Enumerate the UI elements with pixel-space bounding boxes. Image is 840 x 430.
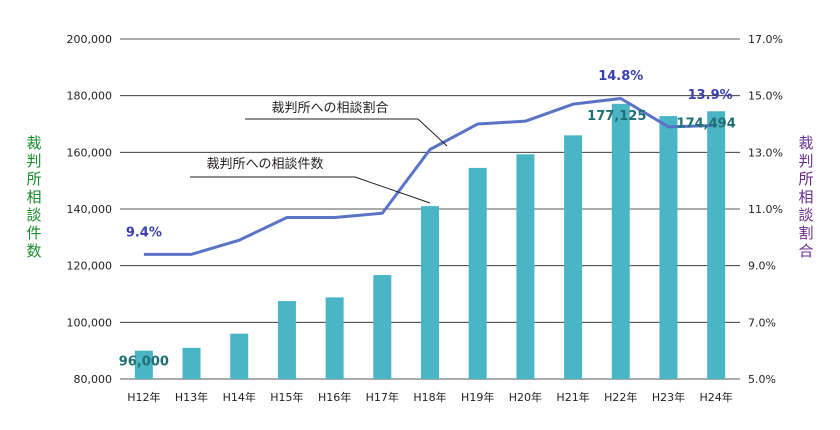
line-data-label: 13.9% [688,88,733,103]
x-tick-label: H13年 [175,390,208,404]
bar [373,275,392,379]
bar [564,135,583,379]
x-tick-label: H21年 [556,390,589,404]
y-left-axis-title: 所 [26,170,41,188]
x-tick-label: H24年 [700,390,733,404]
y-left-axis-title: 数 [26,242,41,260]
annotation-leader [190,176,431,204]
y-left-tick-label: 200,000 [67,33,113,46]
bar [468,167,487,379]
y-right-axis-title: 割 [798,224,813,242]
bar-data-label: 174,494 [677,116,736,131]
y-right-tick-label: 7.0% [748,316,776,329]
y-left-axis-title: 談 [26,206,41,224]
bar [182,347,201,379]
y-left-axis-title: 裁 [26,134,41,152]
y-left-tick-label: 100,000 [67,316,113,329]
y-right-tick-label: 5.0% [748,373,776,386]
x-tick-label: H17年 [366,390,399,404]
bar [277,301,296,379]
y-right-axis-title: 裁 [798,134,813,152]
bar [611,103,630,379]
y-left-tick-label: 180,000 [67,90,113,103]
annotation-line-series: 裁判所への相談割合 [271,100,388,116]
y-right-tick-label: 17.0% [748,33,783,46]
y-left-tick-label: 80,000 [74,373,113,386]
y-right-axis-title: 所 [798,170,813,188]
y-right-tick-label: 13.0% [748,146,783,159]
y-left-axis-title: 件 [26,224,41,242]
x-tick-label: H23年 [652,390,685,404]
y-left-axis-title: 相 [26,188,41,206]
y-right-tick-label: 15.0% [748,90,783,103]
bar [230,333,249,379]
bar-data-label: 96,000 [119,355,169,370]
y-right-tick-label: 11.0% [748,203,783,216]
bar [659,116,678,380]
y-left-tick-label: 120,000 [67,260,113,273]
x-tick-label: H14年 [223,390,256,404]
data-labels: 96,000 177,125 174,494 9.4% 14.8% 13.9% [119,69,736,370]
x-tick-label: H12年 [127,390,160,404]
bar-series [134,103,726,380]
y-left-tick-label: 140,000 [67,203,113,216]
y-right-axis-title: 判 [798,152,813,170]
bar [325,297,344,379]
line-series-path [143,97,717,256]
bar [707,111,726,379]
bar [134,350,153,379]
y-right-axis-title: 相 [798,188,813,206]
y-right-axis-title: 談 [798,206,813,224]
annotation-leader [245,118,448,147]
x-tick-label: H22年 [604,390,637,404]
tick-labels: 80,000 100,000 120,000 140,000 160,000 180,00… [67,33,783,404]
y-left-tick-label: 160,000 [67,146,113,159]
line-series [143,97,717,256]
y-right-axis-title: 合 [798,242,813,260]
x-tick-label: H16年 [318,390,351,404]
annotation-bar-series: 裁判所への相談件数 [206,156,323,172]
x-tick-label: H19年 [461,390,494,404]
x-tick-label: H18年 [413,390,446,404]
bar [421,206,439,379]
bar-data-label: 177,125 [587,109,646,124]
y-left-axis-title: 判 [26,152,41,170]
y-right-tick-label: 9.0% [748,260,776,273]
line-data-label: 9.4% [126,225,162,240]
x-tick-label: H20年 [509,390,542,404]
bar [516,154,535,379]
x-tick-label: H15年 [270,390,303,404]
line-data-label: 14.8% [598,69,643,84]
